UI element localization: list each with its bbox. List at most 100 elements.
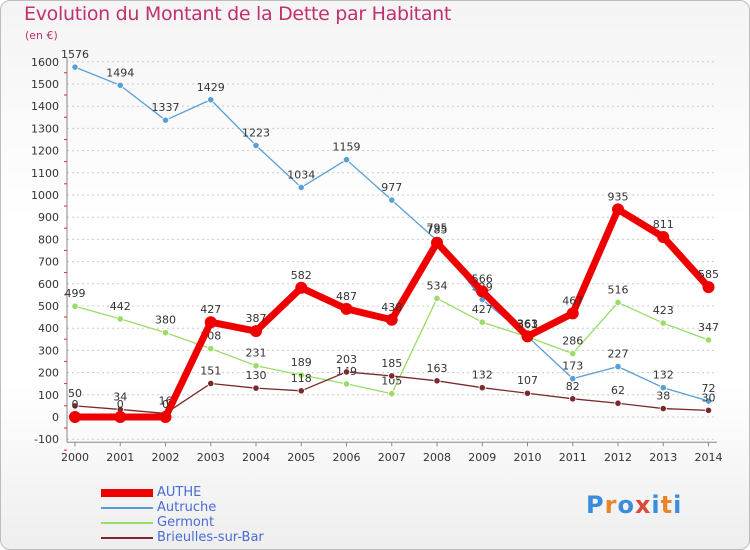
y-tick-label: 600 [38, 278, 59, 291]
data-label: 227 [608, 348, 629, 361]
data-point [69, 411, 81, 423]
data-label: 105 [381, 375, 402, 388]
data-point [478, 318, 486, 326]
data-label: 189 [291, 356, 312, 369]
data-point [161, 116, 170, 124]
data-label: 1576 [61, 48, 89, 61]
data-point [342, 156, 351, 164]
x-tick-label: 2003 [197, 451, 225, 464]
data-point [71, 63, 79, 71]
y-tick-label: 1100 [31, 167, 59, 180]
x-tick-label: 2006 [333, 451, 361, 464]
data-label: 487 [336, 290, 357, 303]
data-point [297, 371, 305, 379]
data-point [159, 411, 172, 423]
x-tick-label: 2009 [468, 451, 496, 464]
data-label: 231 [246, 347, 267, 360]
data-point [116, 81, 124, 89]
legend-swatch [101, 537, 153, 539]
data-label: 427 [472, 303, 493, 316]
data-label: 516 [608, 283, 629, 296]
data-label: 82 [566, 380, 580, 393]
data-point [342, 368, 351, 376]
y-tick-label: 1600 [31, 56, 59, 69]
data-label: 438 [381, 301, 402, 314]
logo-letter: i [651, 491, 661, 519]
y-tick-label: 500 [38, 300, 59, 313]
y-tick-label: 0 [52, 411, 59, 424]
data-label: 62 [611, 384, 625, 397]
data-point [433, 294, 441, 303]
unit-label: (en €) [25, 29, 58, 42]
data-point [431, 236, 443, 249]
data-point [204, 316, 217, 329]
data-point [704, 397, 713, 405]
data-point [252, 141, 260, 150]
data-point [659, 404, 667, 413]
data-label: 118 [291, 372, 312, 385]
data-point [116, 315, 124, 323]
data-point [569, 349, 577, 358]
data-point [250, 325, 262, 338]
y-tick-label: 1500 [31, 78, 59, 91]
data-point [385, 313, 398, 326]
data-label: 50 [68, 387, 82, 400]
legend-label: AUTHE [157, 485, 202, 500]
data-label: 1429 [197, 81, 225, 94]
data-point [614, 399, 622, 407]
x-tick-label: 2000 [61, 451, 89, 464]
data-point [702, 281, 715, 294]
x-tick-label: 2001 [106, 451, 134, 464]
data-point [71, 302, 79, 310]
logo-letter: x [634, 491, 652, 519]
y-tick-label: 700 [38, 256, 59, 269]
data-label: 34 [113, 390, 127, 403]
data-point [659, 384, 667, 392]
x-tick-label: 2014 [695, 451, 723, 464]
data-point [342, 380, 351, 388]
x-tick-label: 2007 [378, 451, 406, 464]
data-label: 0 [117, 398, 124, 411]
logo-letter: P [586, 491, 605, 519]
chart-title: Evolution du Montant de la Dette par Hab… [24, 3, 452, 25]
data-label: 1223 [242, 126, 270, 139]
data-point [659, 319, 667, 327]
data-point [297, 387, 305, 395]
data-label: 132 [653, 369, 674, 382]
y-tick-label: 100 [38, 389, 59, 402]
data-point [614, 363, 622, 371]
data-label: 1494 [106, 66, 134, 79]
data-point [614, 298, 622, 307]
data-point [704, 406, 713, 414]
x-tick-label: 2008 [423, 451, 451, 464]
data-point [388, 390, 396, 398]
y-tick-label: 900 [38, 211, 59, 224]
data-point [114, 411, 127, 423]
data-label: 107 [517, 374, 538, 387]
data-point [388, 372, 396, 380]
data-label: 1034 [287, 168, 315, 181]
data-label: 499 [65, 287, 86, 300]
data-point [297, 183, 305, 192]
data-point [207, 96, 215, 104]
data-point [252, 384, 260, 392]
data-label: 0 [162, 398, 169, 411]
data-point [478, 384, 486, 392]
data-label: 173 [562, 360, 583, 373]
data-label: 203 [336, 353, 357, 366]
data-point [161, 329, 170, 337]
data-point [569, 374, 577, 383]
data-label: 811 [653, 218, 674, 231]
data-label: 442 [110, 300, 131, 313]
logo-letter: r [604, 491, 618, 519]
y-tick-label: 400 [38, 322, 59, 335]
data-label: 163 [427, 362, 448, 375]
data-point [207, 345, 215, 353]
y-tick-label: 1300 [31, 122, 59, 135]
y-tick-label: 1400 [31, 100, 59, 113]
data-label: 935 [608, 190, 629, 203]
data-point [657, 230, 670, 243]
data-point [704, 336, 713, 344]
y-tick-label: 1000 [31, 189, 59, 202]
